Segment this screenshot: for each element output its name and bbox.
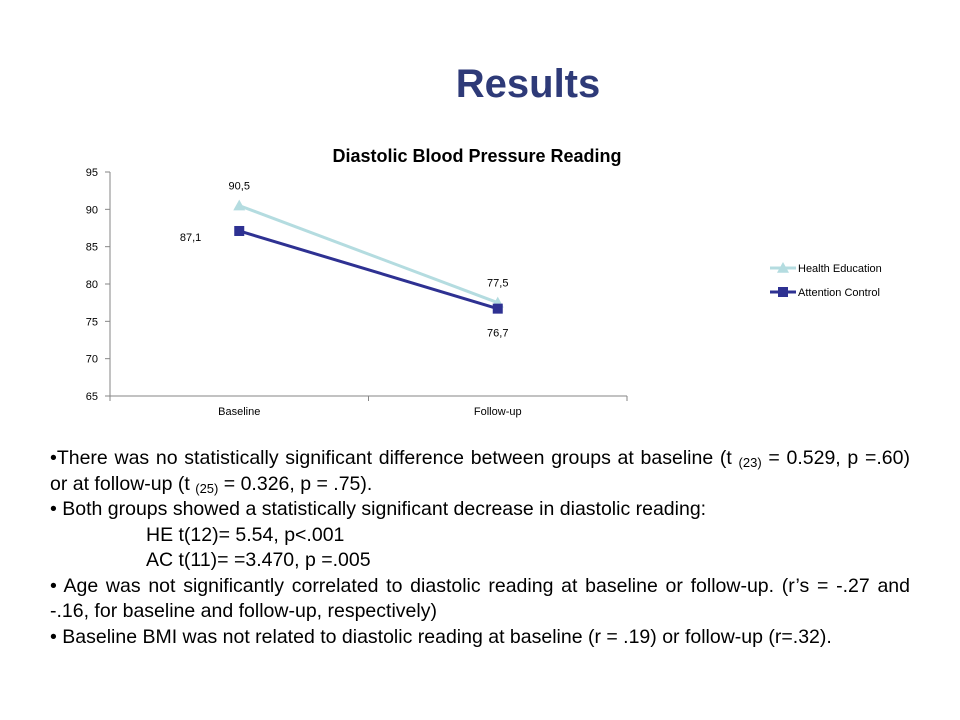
stat-ac: AC t(11)= =3.470, p =.005 [146, 549, 371, 571]
data-label: 87,1 [180, 232, 201, 244]
legend: Health Education Attention Control [770, 262, 882, 299]
data-label: 77,5 [487, 278, 508, 290]
stat-he: HE t(12)= 5.54, p<.001 [146, 523, 345, 546]
bullet-decrease: • Both groups showed a statistically sig… [50, 498, 707, 520]
y-tick-label: 75 [86, 316, 98, 328]
series-layer: 90,5 77,5 87,1 76,7 [180, 181, 509, 340]
bullet-group-difference: •There was no statistically significant … [50, 446, 910, 497]
slide-title: Results [455, 62, 601, 106]
y-tick-label: 95 [86, 167, 98, 179]
series-line [238, 204, 499, 305]
x-tick-label: Follow-up [474, 406, 522, 418]
data-label: 90,5 [229, 181, 250, 193]
bullet-text: = 0.326, p = .75). [218, 472, 373, 495]
line-chart: Diastolic Blood Pressure Reading 65 70 75 8… [86, 146, 882, 418]
subscript: (23) [738, 455, 762, 470]
square-marker [778, 287, 788, 297]
y-tick-label: 85 [86, 242, 98, 254]
y-tick-label: 65 [86, 391, 98, 403]
y-tick-label: 70 [86, 354, 98, 366]
square-marker [234, 225, 245, 236]
series-line [238, 229, 499, 311]
y-tick-label: 80 [86, 279, 98, 291]
triangle-marker [233, 199, 246, 211]
legend-label: Health Education [798, 263, 882, 275]
y-axis-ticks: 65 70 75 80 85 90 95 [86, 167, 110, 403]
triangle-marker [777, 262, 789, 273]
legend-label: Attention Control [798, 287, 880, 299]
bullet-age: • Age was not significantly correlated t… [50, 574, 910, 623]
bullet-text: = 0.529, p =.60) or at follow-up (t [50, 447, 910, 495]
data-label: 76,7 [487, 328, 508, 340]
subscript: (25) [195, 480, 219, 496]
x-tick-label: Baseline [218, 406, 260, 418]
legend-item: Attention Control [770, 287, 880, 299]
bullet-text: •There was no statistically significant … [50, 447, 739, 469]
square-marker [492, 303, 503, 314]
results-text: •There was no statistically significant … [50, 446, 910, 650]
series-health-education: 90,5 77,5 [229, 181, 508, 308]
y-tick-label: 90 [86, 204, 98, 216]
bullet-bmi: • Baseline BMI was not related to diasto… [50, 625, 832, 648]
series-attention-control: 87,1 76,7 [180, 225, 508, 340]
legend-item: Health Education [770, 262, 882, 275]
chart-title: Diastolic Blood Pressure Reading [332, 146, 621, 166]
x-axis-ticks: Baseline Follow-up [109, 396, 628, 418]
